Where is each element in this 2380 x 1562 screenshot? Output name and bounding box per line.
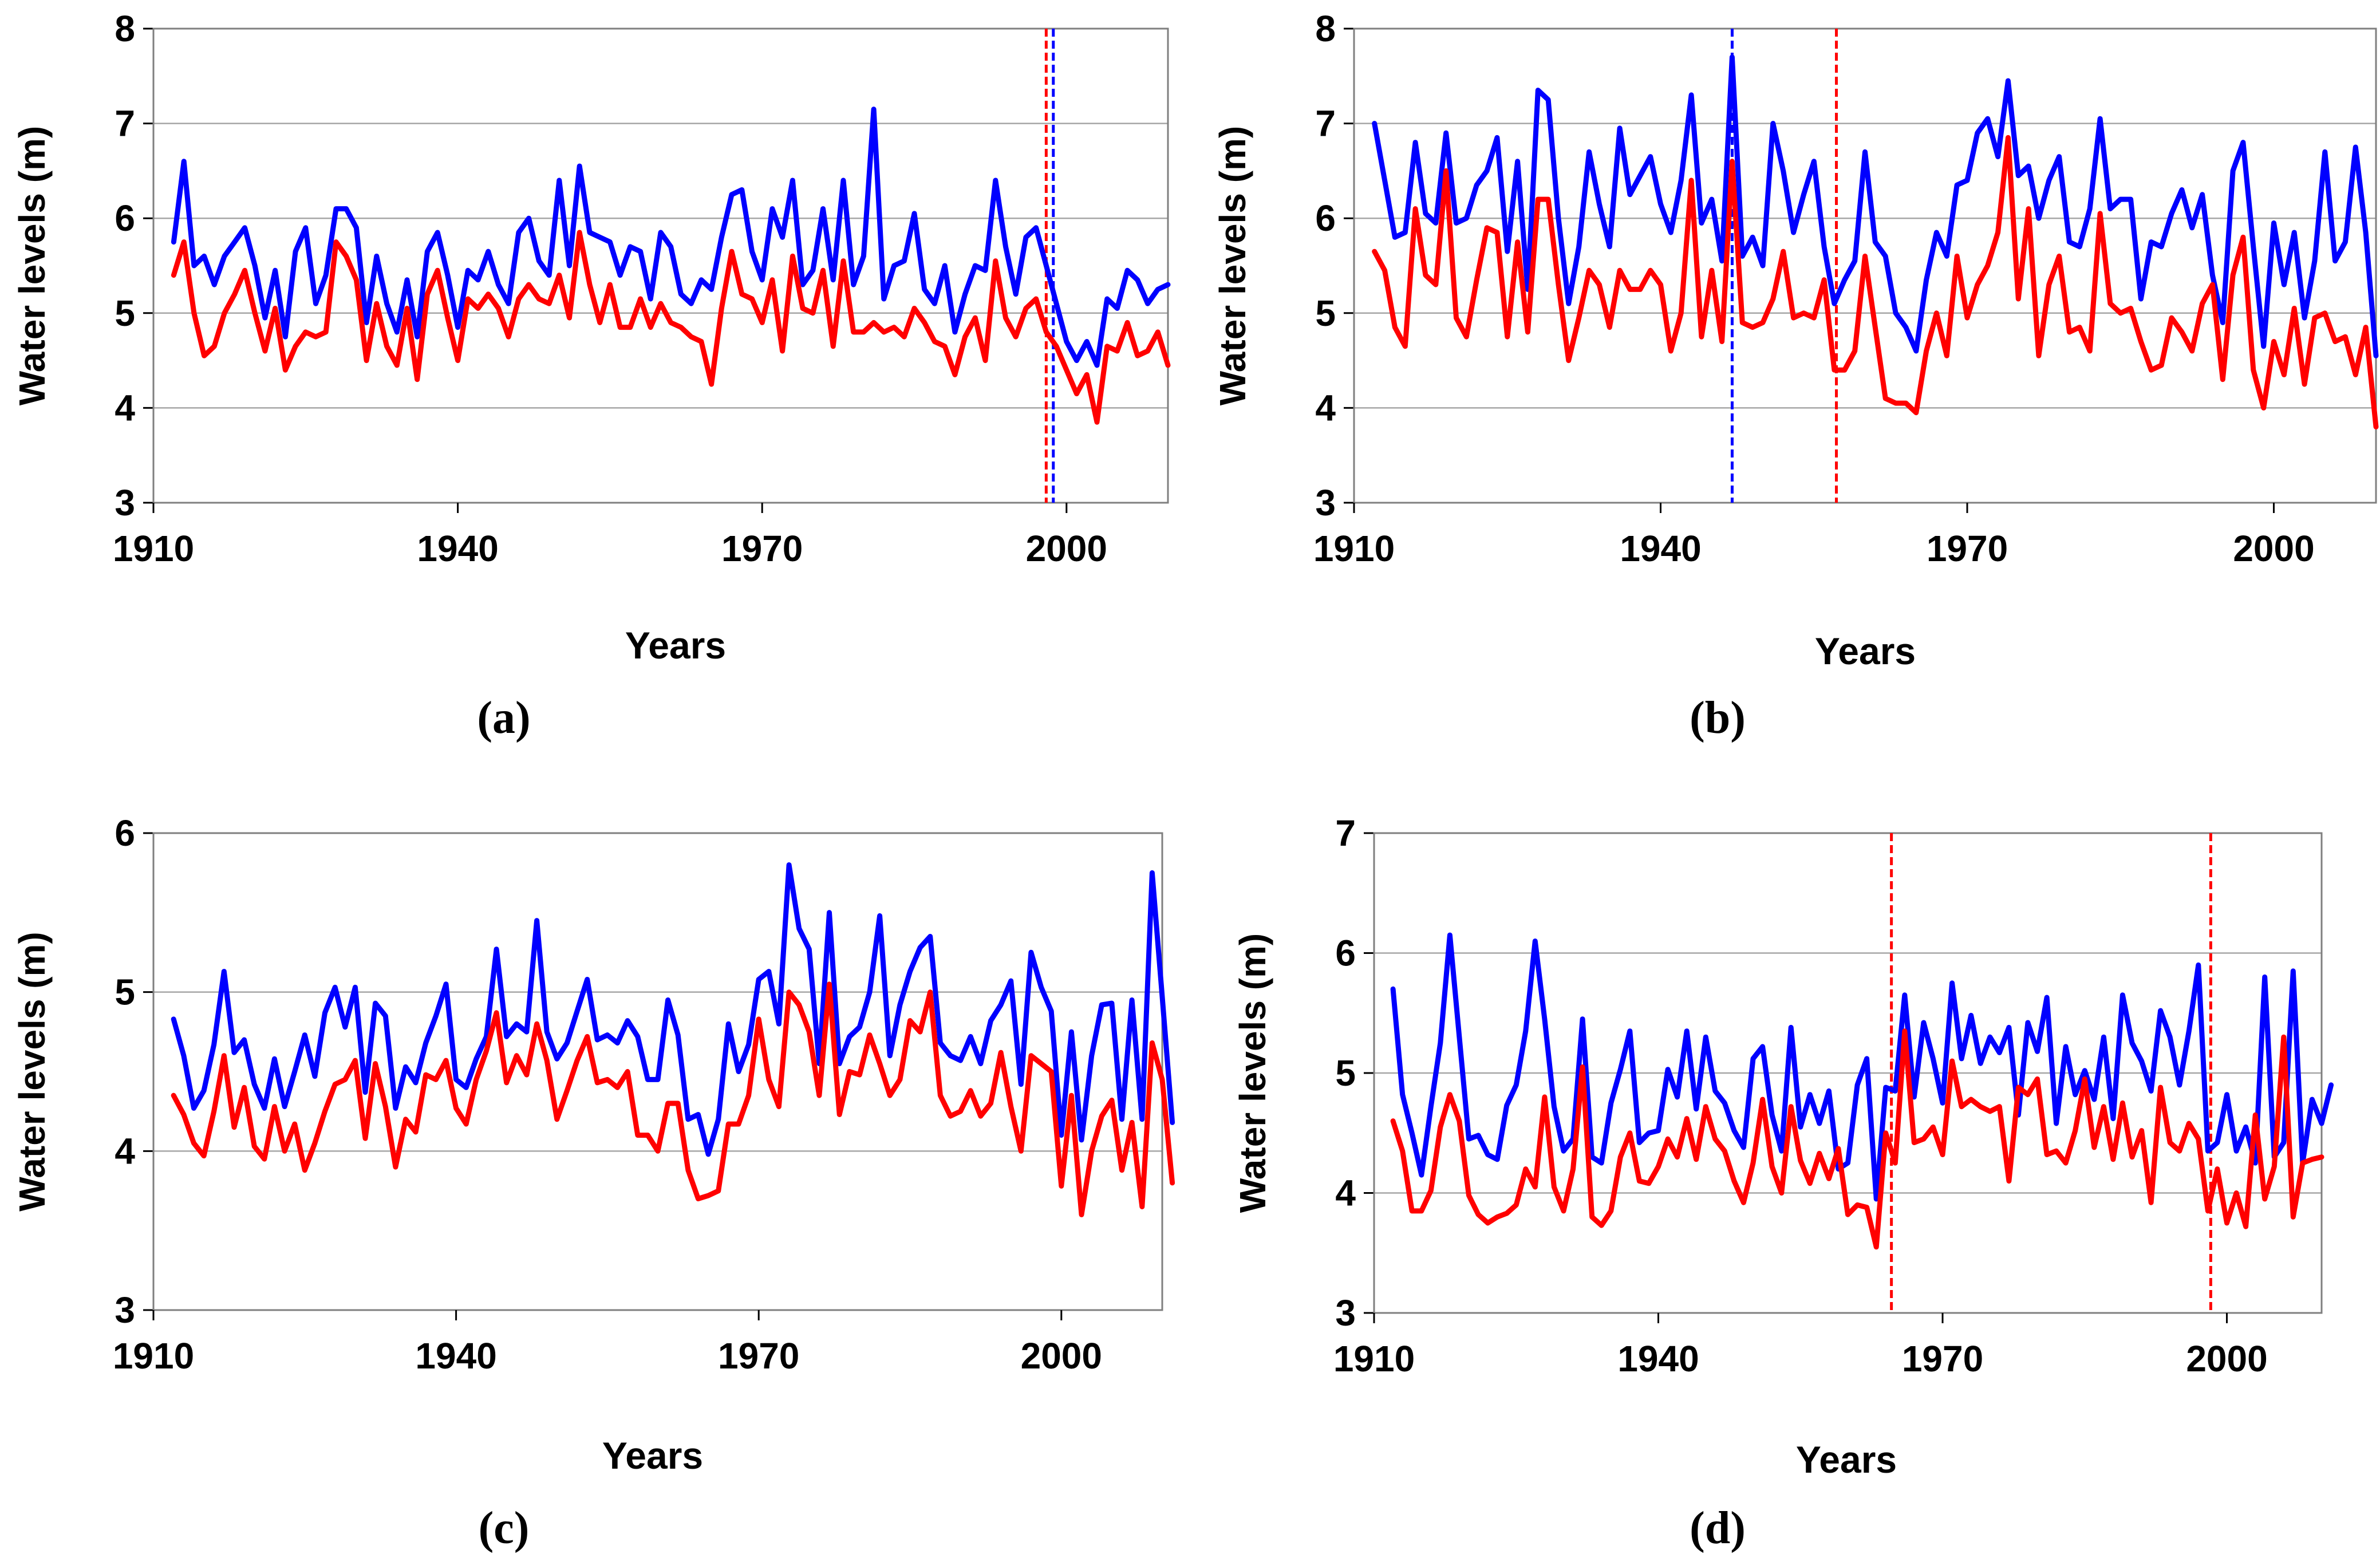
y-tick-label: 7 [1315, 103, 1336, 144]
x-tick-label: 1940 [417, 528, 498, 569]
y-tick-label: 4 [115, 387, 135, 428]
y-tick-label: 5 [1335, 1052, 1356, 1094]
x-axis-label: Years [602, 1434, 703, 1477]
y-axis-label: Water levels (m) [11, 932, 53, 1211]
y-tick-label: 6 [1315, 198, 1336, 239]
series-line-red [1390, 1028, 2324, 1250]
series-line-blue [1372, 54, 2379, 358]
y-tick-label: 3 [1335, 1292, 1356, 1334]
x-tick-label: 2000 [1021, 1335, 1102, 1376]
x-tick-label: 1910 [113, 528, 194, 569]
chart-panel-c: 3 4 5 6 1910 1940 1970 2000 Water levels (m) Year… [11, 812, 1175, 1553]
panel-letter: (c) [479, 1503, 530, 1553]
x-tick-label: 2000 [2233, 528, 2314, 569]
x-tick-label: 1970 [1927, 528, 2008, 569]
y-tick-label: 5 [1315, 293, 1336, 334]
series-line-blue [171, 862, 1175, 1157]
x-tick-label: 1910 [113, 1335, 194, 1376]
x-tick-label: 1940 [415, 1335, 496, 1376]
x-tick-label: 2000 [1026, 528, 1107, 569]
y-tick-label: 7 [1335, 812, 1356, 854]
y-tick-label: 3 [115, 482, 135, 523]
series-line-blue [1390, 932, 2334, 1202]
panel-letter: (d) [1690, 1503, 1746, 1553]
series-line-red [171, 981, 1175, 1217]
y-tick-label: 5 [115, 293, 135, 334]
plot-area-frame [1373, 832, 2323, 1314]
panel-letter: (b) [1690, 693, 1746, 743]
series-line-red [1372, 135, 2379, 429]
y-axis-label: Water levels (m) [11, 126, 53, 405]
y-tick-label: 8 [1315, 8, 1336, 49]
series-line-red [171, 230, 1171, 425]
x-tick-label: 1910 [1333, 1338, 1415, 1379]
y-tick-label: 6 [115, 198, 135, 239]
y-tick-label: 4 [1335, 1173, 1356, 1214]
y-tick-label: 8 [115, 8, 135, 49]
plot-area-frame [1353, 27, 2377, 504]
chart-panel-a: 3 4 5 6 7 8 1910 1940 1970 2000 Water levels (m) Ye… [11, 8, 1171, 743]
y-tick-label: 4 [1315, 387, 1336, 428]
x-tick-label: 1940 [1620, 528, 1701, 569]
x-tick-label: 1910 [1313, 528, 1395, 569]
panel-letter: (a) [477, 693, 530, 743]
x-tick-label: 1970 [1902, 1338, 1983, 1379]
x-axis-label: Years [1815, 630, 1916, 672]
y-tick-label: 3 [115, 1289, 135, 1331]
panels: 3 4 5 6 7 8 1910 1940 1970 2000 Water levels (m) Ye… [11, 8, 2379, 1553]
y-axis-label: Water levels (m) [1232, 933, 1273, 1213]
x-axis-label: Years [1796, 1438, 1897, 1481]
y-tick-label: 4 [115, 1130, 135, 1172]
chart-panel-b: 3 4 5 6 7 8 1910 1940 1970 2000 Water levels (m) Ye… [1212, 8, 2379, 743]
y-tick-label: 7 [115, 103, 135, 144]
x-tick-label: 1970 [721, 528, 803, 569]
y-tick-label: 3 [1315, 482, 1336, 523]
y-tick-label: 5 [115, 972, 135, 1013]
y-tick-label: 6 [115, 812, 135, 854]
series-line-blue [171, 107, 1171, 368]
x-tick-label: 2000 [2186, 1338, 2267, 1379]
x-tick-label: 1940 [1617, 1338, 1699, 1379]
x-tick-label: 1970 [718, 1335, 799, 1376]
x-axis-label: Years [625, 624, 726, 666]
y-axis-label: Water levels (m) [1212, 126, 1253, 405]
plot-area-frame [152, 27, 1169, 504]
chart-panel-d: 3 4 5 6 7 1910 1940 1970 2000 Water levels (m) Yea… [1232, 812, 2334, 1553]
y-tick-label: 6 [1335, 933, 1356, 974]
